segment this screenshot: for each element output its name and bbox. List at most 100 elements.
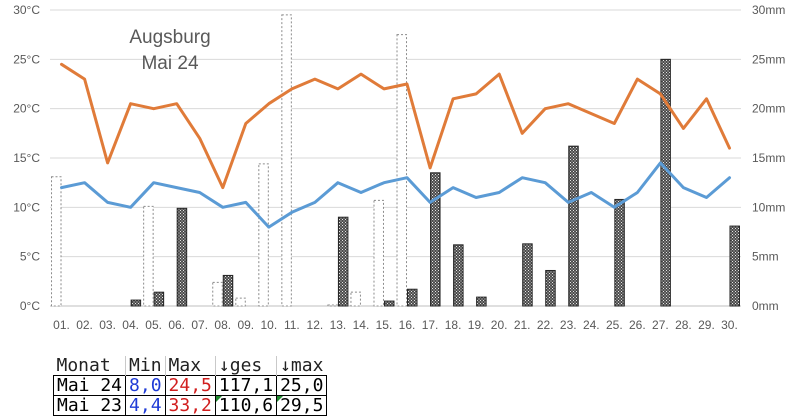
precip-bar <box>407 288 418 307</box>
y-right-tick-label: 5mm <box>752 250 779 264</box>
x-tick-label: 22. <box>537 318 554 332</box>
x-tick-label: 25. <box>606 318 623 332</box>
y-left-tick-label: 5°C <box>20 250 40 264</box>
y-left-tick-label: 0°C <box>20 299 40 313</box>
precip-bar-previous <box>373 199 384 307</box>
y-right-tick-label: 15mm <box>752 151 785 165</box>
row-min: 8,0 <box>125 375 166 396</box>
x-tick-label: 29. <box>698 318 715 332</box>
precip-bar-previous <box>235 297 246 307</box>
max-temperature-line <box>60 62 731 190</box>
precip-bar <box>222 274 234 307</box>
precip-bar <box>383 300 395 307</box>
x-tick-label: 27. <box>652 318 669 332</box>
x-tick-label: 07. <box>191 318 208 332</box>
precip-bar <box>176 207 188 307</box>
precip-bar <box>729 225 740 307</box>
row-precip-total: 110,6 <box>214 395 278 416</box>
x-tick-label: 30. <box>721 318 738 332</box>
precip-bar <box>476 296 487 307</box>
x-tick-label: 13. <box>330 318 347 332</box>
x-tick-label: 16. <box>399 318 416 332</box>
x-tick-label: 28. <box>675 318 692 332</box>
x-tick-label: 04. <box>122 318 139 332</box>
y-right-tick-label: 30mm <box>752 3 785 17</box>
summary-header-row: Monat Min Max ↓ges ↓max <box>53 355 327 376</box>
x-tick-label: 12. <box>307 318 324 332</box>
x-tick-label: 24. <box>583 318 600 332</box>
row-max: 24,5 <box>164 375 216 396</box>
header-month: Monat <box>53 356 127 376</box>
x-tick-label: 06. <box>168 318 185 332</box>
header-max: Max <box>165 356 216 376</box>
y-right-tick-label: 10mm <box>752 200 785 214</box>
x-tick-label: 26. <box>629 318 646 332</box>
precip-bar-previous <box>350 291 361 307</box>
y-left-tick-label: 25°C <box>13 52 40 66</box>
right-axis-ticks: 0mm 5mm 10mm 15mm 20mm 25mm 30mm <box>752 3 785 313</box>
precip-bar-previous <box>396 34 408 307</box>
precip-bar-previous <box>51 176 62 307</box>
x-tick-label: 08. <box>214 318 231 332</box>
x-tick-label: 23. <box>560 318 577 332</box>
precip-bar-previous <box>281 14 292 307</box>
y-right-tick-label: 0mm <box>752 299 779 313</box>
header-precip-total: ↓ges <box>215 356 278 376</box>
x-axis-ticks: 01. 02. 03. 04. 05. 06. 07. 08. 09. 10. 11. 12. 13. 1… <box>53 318 738 332</box>
header-precip-max: ↓max <box>280 355 324 376</box>
grid-lines <box>50 9 741 307</box>
row-month: Mai 24 <box>52 375 127 396</box>
precip-bar <box>430 172 441 307</box>
left-axis-ticks: 0°C 5°C 10°C 15°C 20°C 25°C 30°C <box>13 3 40 313</box>
x-tick-label: 17. <box>422 318 439 332</box>
precip-bar-previous <box>212 281 223 307</box>
precip-bar <box>153 291 165 307</box>
precip-bar-previous <box>143 205 154 307</box>
precip-bar <box>660 58 671 307</box>
x-tick-label: 01. <box>53 318 70 332</box>
x-tick-label: 19. <box>468 318 485 332</box>
row-month: Mai 23 <box>52 395 127 416</box>
x-tick-label: 21. <box>514 318 531 332</box>
x-tick-label: 14. <box>353 318 370 332</box>
x-tick-label: 09. <box>237 318 254 332</box>
x-tick-label: 02. <box>76 318 93 332</box>
y-right-tick-label: 25mm <box>752 52 785 66</box>
x-tick-label: 18. <box>445 318 462 332</box>
row-precip-max: 25,0 <box>276 375 328 396</box>
x-tick-label: 11. <box>284 318 300 332</box>
header-min: Min <box>125 356 166 376</box>
weather-chart: 0°C 5°C 10°C 15°C 20°C 25°C 30°C 0mm 5mm 10mm 15m… <box>13 3 785 332</box>
chart-title-line-1: Augsburg <box>129 27 210 48</box>
precip-bar-previous <box>258 163 269 307</box>
precip-bar <box>130 299 142 307</box>
x-tick-label: 03. <box>99 318 116 332</box>
precip-bar <box>568 145 579 307</box>
summary-row: Mai 24 8,0 24,5 117,1 25,0 <box>52 375 328 396</box>
chart-title-line-2: Mai 24 <box>141 53 198 74</box>
y-left-tick-label: 15°C <box>13 151 40 165</box>
x-tick-label: 20. <box>491 318 508 332</box>
summary-table: Monat Min Max ↓ges ↓max Mai 24 8,0 24,5 … <box>52 355 328 416</box>
row-precip-total: 117,1 <box>214 375 278 396</box>
x-tick-label: 10. <box>260 318 277 332</box>
precip-bar <box>545 269 556 307</box>
y-right-tick-label: 20mm <box>752 102 785 116</box>
precipitation-bars <box>51 14 740 307</box>
precip-bar <box>614 198 625 307</box>
row-max: 33,2 <box>164 395 216 416</box>
row-precip-max: 29,5 <box>276 395 328 416</box>
summary-row: Mai 23 4,4 33,2 110,6 29,5 <box>52 395 328 416</box>
x-tick-label: 15. <box>376 318 393 332</box>
precip-bar <box>337 216 349 307</box>
y-left-tick-label: 20°C <box>13 102 40 116</box>
x-tick-label: 05. <box>145 318 162 332</box>
precip-bar <box>453 244 464 307</box>
row-min: 4,4 <box>125 395 166 416</box>
y-left-tick-label: 10°C <box>13 200 40 214</box>
temperature-lines <box>60 62 731 229</box>
precip-bar-previous <box>327 304 338 307</box>
min-temperature-line <box>60 161 731 229</box>
precip-bar <box>522 243 533 307</box>
y-left-tick-label: 30°C <box>13 3 40 17</box>
